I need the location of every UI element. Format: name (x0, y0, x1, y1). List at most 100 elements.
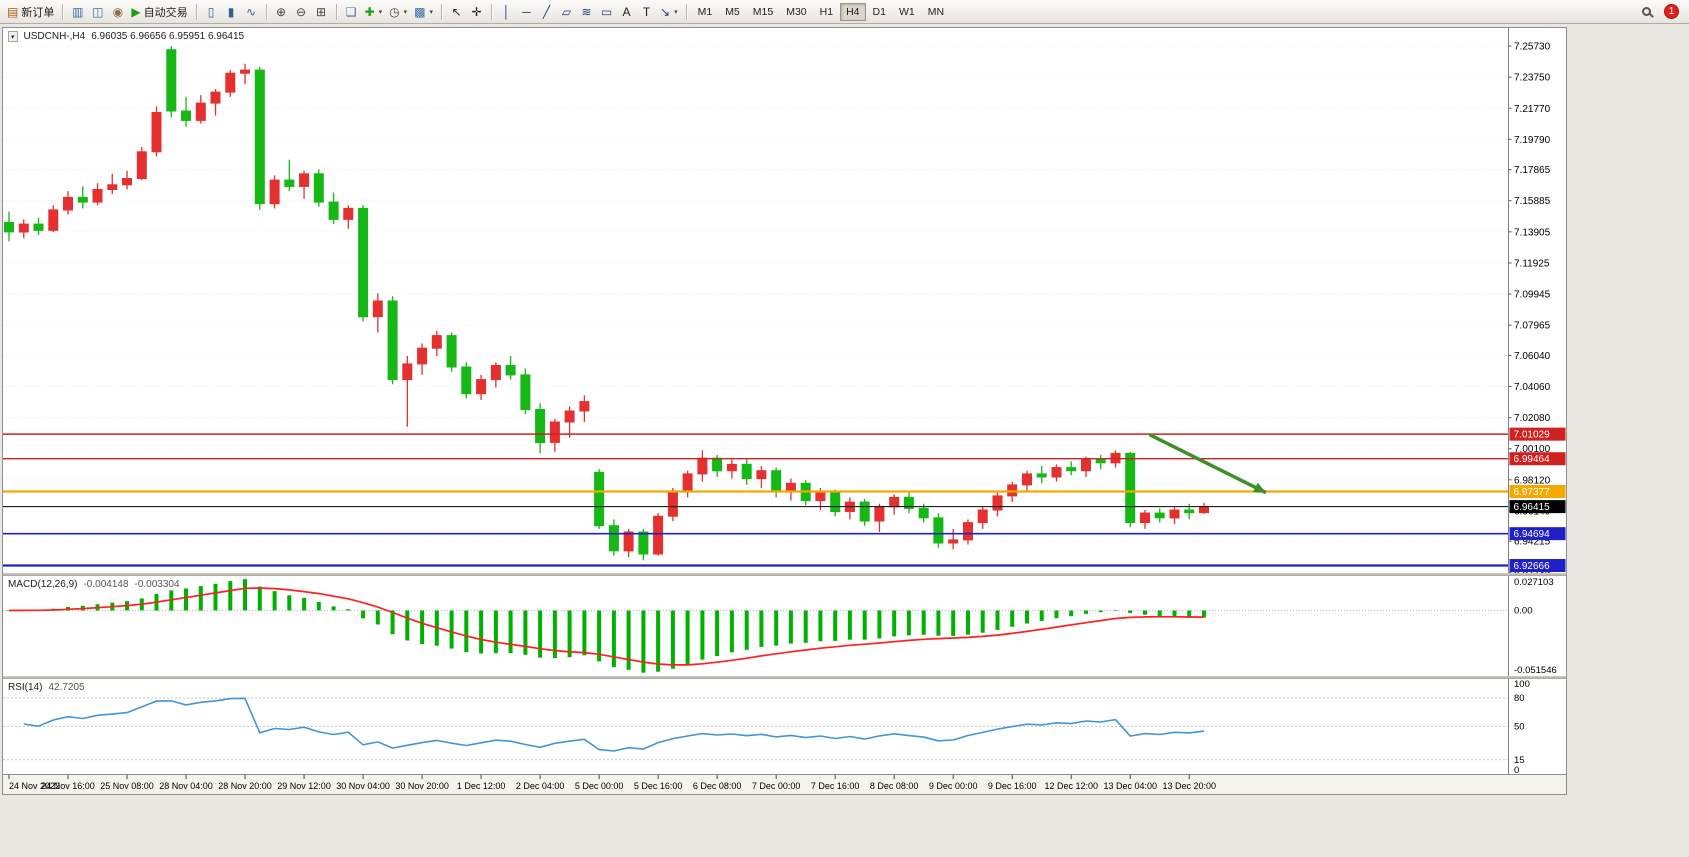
new-order-button[interactable]: ▤ 新订单 (4, 2, 57, 21)
time-label: 29 Nov 12:00 (277, 781, 331, 791)
market-watch-icon[interactable]: ◉ (108, 2, 127, 21)
vertical-line-icon[interactable]: │ (497, 2, 516, 21)
timeframe-w1-button[interactable]: W1 (893, 3, 921, 21)
time-label: 6 Dec 08:00 (693, 781, 742, 791)
time-label: 13 Dec 20:00 (1162, 781, 1216, 791)
bars-chart-icon-glyph: ▯ (207, 4, 215, 19)
time-label: 30 Nov 20:00 (395, 781, 449, 791)
trendline-icon[interactable]: ╱ (537, 2, 556, 21)
toolbar-separator (195, 3, 197, 20)
time-label: 9 Dec 16:00 (988, 781, 1037, 791)
new-chart-icon[interactable]: ▥ (68, 2, 87, 21)
line-chart-icon[interactable]: ∿ (242, 2, 261, 21)
dropdown-caret-icon: ▾ (403, 8, 408, 16)
arrows-tool-icon[interactable]: ↘ ▾ (657, 2, 681, 21)
rsi-canvas[interactable]: 100 80 50 150 (3, 679, 1566, 774)
price-label-text: 7.01029 (1514, 430, 1551, 441)
panel-divider[interactable] (3, 676, 1566, 679)
grid-icon-glyph: ⊞ (316, 4, 327, 19)
new-order-button-label: 新订单 (21, 6, 55, 19)
panel-divider[interactable] (3, 573, 1566, 576)
crosshair-icon[interactable]: ✛ (467, 2, 486, 21)
line-chart-icon-glyph: ∿ (246, 4, 257, 19)
market-watch-icon-glyph: ◉ (112, 4, 124, 19)
time-label: 28 Nov 20:00 (218, 781, 272, 791)
rsi-axis-label: 50 (1514, 722, 1525, 733)
timeframe-d1-button[interactable]: D1 (867, 3, 892, 21)
equidistant-channel-icon[interactable]: ▱ (557, 2, 576, 21)
timeframe-h4-button[interactable]: H4 (840, 2, 866, 21)
trend-arrow[interactable] (1148, 433, 1267, 495)
label-icon-glyph: T (642, 4, 651, 19)
horizontal-line-icon[interactable]: ─ (517, 2, 536, 21)
price-tick-label: 7.21770 (1514, 104, 1551, 115)
time-axis[interactable]: 24 Nov 2022 24 Nov 16:00 25 Nov 08:00 28 No… (3, 774, 1566, 794)
auto-trading-button[interactable]: ▶ 自动交易 (128, 2, 190, 21)
timeframe-m30-button[interactable]: M30 (780, 3, 812, 21)
price-tick-label: 7.00100 (1514, 444, 1551, 455)
time-label: 28 Nov 04:00 (159, 781, 213, 791)
toolbar-separator (335, 3, 337, 20)
search-icon (1642, 7, 1651, 16)
candles[interactable] (4, 46, 1209, 561)
periods-icon-glyph: ◷ (389, 4, 400, 19)
text-icon[interactable]: A (617, 2, 636, 21)
time-label: 5 Dec 16:00 (634, 781, 683, 791)
fibonacci-icon[interactable]: ≋ (577, 2, 596, 21)
cursor-icon-glyph: ↖ (451, 4, 462, 19)
zoom-in-icon[interactable]: ⊕ (272, 2, 291, 21)
templates-icon[interactable]: ▩ ▾ (411, 2, 436, 21)
vertical-line-icon-glyph: │ (502, 4, 511, 19)
time-label: 24 Nov 2022 (9, 781, 60, 791)
indicators-icon-glyph: ✚ (364, 4, 375, 19)
time-label: 12 Dec 12:00 (1044, 781, 1098, 791)
zoom-in-icon-glyph: ⊕ (276, 4, 287, 19)
chart-menu-button[interactable]: ▾ (8, 31, 18, 42)
label-icon[interactable]: T (637, 2, 656, 21)
grid-icon[interactable]: ⊞ (312, 2, 331, 21)
toolbar-items: ▤ 新订单 ▥ ◫ ◉ ▶ 自动交易 ▯ ▮ ∿ ⊕ ⊖ ⊞ ❏ ✚ ▾ ◷ ▾ ▩ ▾ ↖ ✛ │ ─ ╱ ▱ ≋ ▭ A T ↘ ▾ M1 M… (4, 2, 1637, 21)
price-label-box (1509, 452, 1566, 466)
tile-windows-icon[interactable]: ❏ (342, 2, 361, 21)
timeframe-h1-button[interactable]: H1 (814, 3, 839, 21)
toolbar-right: 1 (1637, 2, 1685, 21)
rsi-axis-label: 80 (1514, 693, 1525, 704)
cursor-icon[interactable]: ↖ (447, 2, 466, 21)
shapes-icon[interactable]: ▭ (597, 2, 616, 21)
periods-icon[interactable]: ◷ ▾ (386, 2, 410, 21)
price-tick-label: 6.98120 (1514, 475, 1551, 486)
main-chart-panel: 7.25730 7.23750 7.21770 7.19790 7.17865 7.158… (3, 28, 1566, 573)
toolbar-separator (685, 3, 687, 20)
notification-badge[interactable]: 1 (1664, 4, 1679, 19)
price-chart-canvas[interactable]: 7.25730 7.23750 7.21770 7.19790 7.17865 7.158… (3, 28, 1566, 573)
timeframe-m1-button[interactable]: M1 (692, 3, 719, 21)
price-label-box (1509, 427, 1566, 441)
timeframe-mn-button[interactable]: MN (922, 3, 950, 21)
price-label-text: 6.99464 (1514, 454, 1551, 465)
toolbar: ▤ 新订单 ▥ ◫ ◉ ▶ 自动交易 ▯ ▮ ∿ ⊕ ⊖ ⊞ ❏ ✚ ▾ ◷ ▾ ▩ ▾ ↖ ✛ │ ─ ╱ ▱ ≋ ▭ A T ↘ ▾ M1 M… (0, 0, 1689, 24)
text-icon-glyph: A (622, 4, 631, 19)
crosshair-icon-glyph: ✛ (471, 4, 482, 19)
bars-chart-icon[interactable]: ▯ (202, 2, 221, 21)
zoom-out-icon-glyph: ⊖ (296, 4, 307, 19)
candlestick-chart-icon[interactable]: ▮ (222, 2, 241, 21)
profiles-icon[interactable]: ◫ (88, 2, 107, 21)
dropdown-caret-icon: ▾ (674, 8, 678, 16)
price-label-text: 6.97377 (1514, 487, 1551, 498)
timeframe-m5-button[interactable]: M5 (719, 3, 746, 21)
arrows-tool-icon-glyph: ↘ (660, 4, 671, 19)
price-label-text: 6.92666 (1514, 561, 1551, 572)
timeframe-m15-button[interactable]: M15 (747, 3, 779, 21)
macd-canvas[interactable]: 0.027103 0.00 -0.051546 (3, 576, 1566, 676)
zoom-out-icon[interactable]: ⊖ (292, 2, 311, 21)
price-label-box (1509, 559, 1566, 573)
equidistant-channel-icon-glyph: ▱ (561, 4, 572, 19)
horizontal-line-icon-glyph: ─ (522, 4, 531, 19)
price-tick-label: 7.04060 (1514, 382, 1551, 393)
macd-histogram (7, 579, 1206, 673)
indicators-icon[interactable]: ✚ ▾ (362, 2, 386, 21)
time-label: 25 Nov 08:00 (100, 781, 154, 791)
search-button[interactable] (1637, 2, 1656, 21)
price-label-box (1509, 500, 1566, 514)
